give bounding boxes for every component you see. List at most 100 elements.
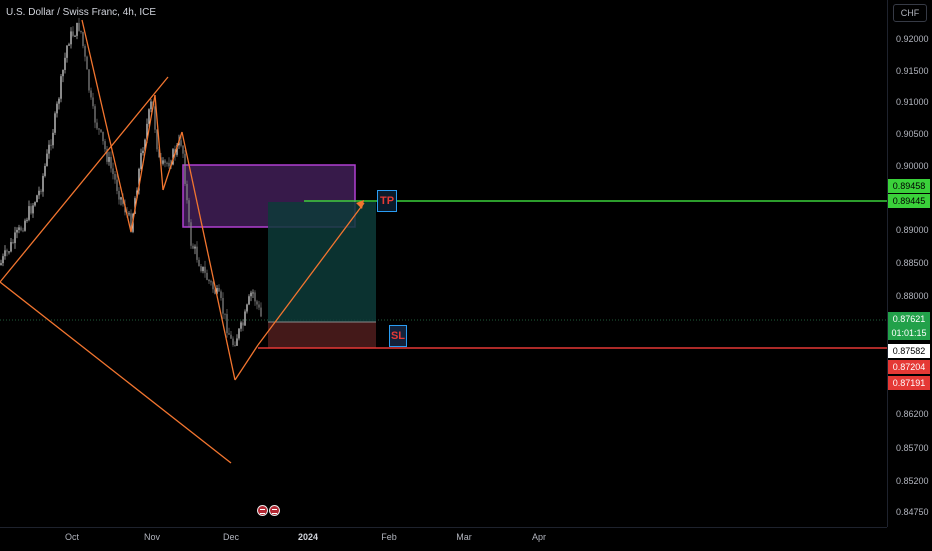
candle-body — [192, 245, 194, 249]
candle-body — [0, 263, 2, 265]
economic-event-icon[interactable] — [269, 505, 280, 516]
candle-body — [130, 213, 132, 232]
candle-body — [218, 288, 220, 292]
candle-body — [106, 149, 108, 162]
time-tick-year: 2024 — [297, 532, 319, 542]
price-tick: 0.90500 — [896, 129, 929, 139]
trend-line-rising-channel[interactable] — [0, 76, 169, 283]
profit-zone[interactable] — [268, 202, 376, 322]
price-tick: 0.84750 — [896, 507, 929, 517]
candle-body — [168, 162, 170, 167]
trend-line-long-down[interactable] — [0, 281, 232, 464]
candle-body — [228, 333, 230, 335]
candle-body — [194, 246, 196, 249]
candle-body — [210, 281, 212, 283]
candle-body — [128, 213, 130, 215]
candle-body — [46, 153, 48, 166]
chart-canvas[interactable] — [0, 0, 887, 527]
projection-arrowhead — [356, 200, 364, 209]
candle-body — [28, 206, 30, 220]
candle-body — [38, 190, 40, 196]
candle-body — [246, 304, 248, 312]
candle-body — [66, 45, 68, 58]
trend-line-projection[interactable] — [257, 202, 365, 346]
candle-body — [82, 31, 84, 47]
candle-body — [180, 140, 182, 146]
candle-body — [148, 109, 150, 124]
candle-body — [84, 46, 86, 57]
trend-line-decline[interactable] — [181, 131, 236, 381]
candle-body — [4, 250, 6, 257]
candle-body — [86, 56, 88, 70]
candle-body — [40, 190, 42, 192]
candle-body — [80, 30, 82, 32]
sl-label[interactable]: SL — [389, 325, 407, 347]
candle-body — [26, 219, 28, 221]
candle-body — [176, 145, 178, 155]
trend-line-rise[interactable] — [162, 131, 183, 191]
price-tick: 0.90000 — [896, 161, 929, 171]
candle-body — [244, 311, 246, 326]
trend-line-reversal[interactable] — [234, 344, 259, 381]
tp-label[interactable]: TP — [377, 190, 397, 212]
price-tick: 0.92000 — [896, 34, 929, 44]
loss-zone[interactable] — [268, 322, 376, 348]
price-tick: 0.88000 — [896, 291, 929, 301]
candle-body — [258, 304, 260, 308]
candle-body — [234, 345, 236, 347]
candle-body — [56, 103, 58, 114]
candle-body — [212, 282, 214, 290]
candle-body — [182, 145, 184, 154]
chart-area[interactable]: U.S. Dollar / Swiss Franc, 4h, ICE TP SL — [0, 0, 887, 527]
price-tick: 0.88500 — [896, 258, 929, 268]
candle-body — [22, 230, 24, 232]
candle-body — [122, 197, 124, 205]
trend-line-pullback[interactable] — [154, 94, 164, 191]
candle-body — [118, 190, 120, 200]
candle-body — [222, 297, 224, 314]
candle-body — [196, 246, 198, 260]
candle-body — [24, 220, 26, 231]
candle-body — [154, 106, 156, 130]
candle-body — [238, 328, 240, 339]
candle-body — [116, 179, 118, 191]
candle-body — [72, 31, 74, 36]
price-axis[interactable] — [887, 0, 932, 527]
trend-lines[interactable] — [0, 19, 365, 464]
price-tick: 0.91000 — [896, 97, 929, 107]
candle-body — [162, 160, 164, 164]
candle-body — [120, 197, 122, 200]
trend-line-bounce[interactable] — [130, 94, 156, 233]
price-label-tp: 0.89445 — [888, 194, 930, 208]
candle-body — [236, 338, 238, 346]
price-label-red-2: 0.87191 — [888, 376, 930, 390]
candle-body — [14, 232, 16, 244]
candle-body — [76, 22, 78, 36]
price-label-current: 0.87621 — [888, 312, 930, 326]
trend-line-drop[interactable] — [81, 19, 132, 233]
price-countdown: 01:01:15 — [888, 326, 930, 340]
price-tick: 0.89000 — [896, 225, 929, 235]
candle-body — [52, 132, 54, 146]
candle-body — [64, 57, 66, 70]
candle-body — [240, 322, 242, 329]
candle-body — [44, 165, 46, 176]
economic-event-icon[interactable] — [257, 505, 268, 516]
time-axis[interactable] — [0, 527, 887, 551]
candle-body — [146, 123, 148, 140]
candle-body — [252, 292, 254, 294]
time-tick: Nov — [143, 532, 161, 542]
candle-body — [108, 156, 110, 162]
candle-body — [78, 22, 80, 31]
candle-body — [100, 129, 102, 132]
candle-body — [248, 296, 250, 305]
candle-body — [256, 301, 258, 305]
candlestick-series — [0, 17, 262, 347]
candle-body — [8, 251, 10, 253]
candle-body — [224, 313, 226, 315]
price-tick: 0.85200 — [896, 476, 929, 486]
candle-body — [206, 272, 208, 280]
currency-button[interactable]: CHF — [893, 4, 927, 22]
candle-body — [142, 150, 144, 154]
candle-body — [232, 338, 234, 346]
